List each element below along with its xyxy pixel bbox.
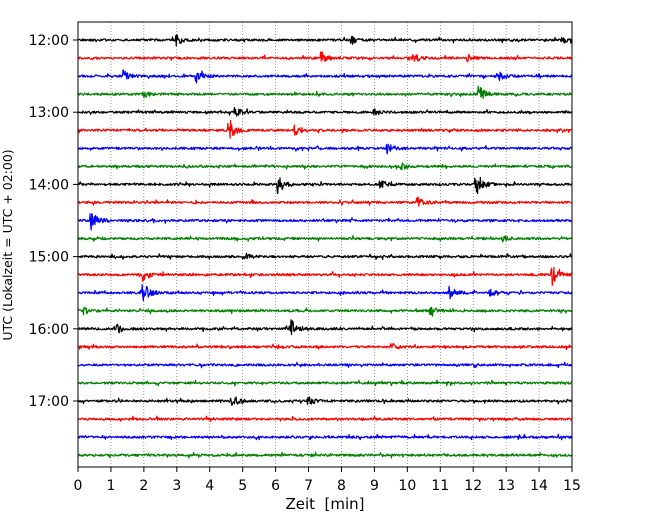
trace-1545 bbox=[77, 306, 573, 317]
trace-1615 bbox=[77, 342, 573, 351]
trace-1330 bbox=[77, 143, 573, 155]
trace-1515 bbox=[77, 266, 573, 287]
trace-1200 bbox=[77, 34, 573, 47]
x-axis-label: Zeit [min] bbox=[285, 495, 364, 513]
x-tick-label: 1 bbox=[106, 478, 115, 494]
trace-group bbox=[77, 34, 573, 459]
trace-1700 bbox=[77, 396, 573, 406]
y-tick-label: 16:00 bbox=[29, 322, 69, 338]
x-tick-label: 9 bbox=[370, 478, 379, 494]
x-tick-label: 14 bbox=[530, 478, 548, 494]
x-tick-label: 4 bbox=[205, 478, 214, 494]
y-tick-label: 13:00 bbox=[29, 105, 69, 121]
plot-frame bbox=[77, 21, 573, 468]
trace-1215 bbox=[77, 51, 573, 63]
y-axis: 12:00 13:00 14:00 15:00 16:00 17:00 bbox=[29, 33, 78, 410]
trace-1600 bbox=[77, 319, 573, 336]
trace-1530 bbox=[77, 284, 573, 302]
grid-lines bbox=[110, 22, 540, 467]
trace-1645 bbox=[77, 379, 573, 387]
x-tick-label: 6 bbox=[271, 478, 280, 494]
x-tick-label: 15 bbox=[563, 478, 581, 494]
trace-1730 bbox=[77, 433, 573, 441]
x-tick-label: 13 bbox=[497, 478, 515, 494]
x-tick-label: 0 bbox=[74, 478, 83, 494]
trace-1315 bbox=[77, 119, 573, 139]
x-tick-label: 11 bbox=[431, 478, 449, 494]
trace-1230 bbox=[77, 69, 573, 84]
trace-1715 bbox=[77, 415, 573, 423]
trace-1415 bbox=[77, 196, 573, 207]
y-tick-label: 17:00 bbox=[29, 394, 69, 410]
y-axis-label: UTC (Lokalzeit = UTC + 02:00) bbox=[0, 149, 15, 340]
x-tick-label: 5 bbox=[238, 478, 247, 494]
trace-1345 bbox=[77, 162, 573, 171]
y-tick-label: 15:00 bbox=[29, 250, 69, 266]
x-tick-label: 7 bbox=[304, 478, 313, 494]
x-axis: 0 1 2 3 4 5 6 7 8 9 10 11 12 13 14 15 bbox=[74, 467, 581, 494]
trace-1745 bbox=[77, 451, 573, 459]
y-tick-label: 14:00 bbox=[29, 177, 69, 193]
trace-1500 bbox=[77, 252, 573, 260]
trace-1245 bbox=[77, 85, 573, 99]
x-tick-label: 2 bbox=[139, 478, 148, 494]
x-tick-label: 10 bbox=[398, 478, 416, 494]
x-tick-label: 8 bbox=[337, 478, 346, 494]
trace-1300 bbox=[77, 106, 573, 117]
x-tick-label: 12 bbox=[464, 478, 482, 494]
trace-1630 bbox=[77, 361, 573, 369]
trace-1445 bbox=[77, 235, 573, 243]
trace-1400 bbox=[77, 176, 573, 195]
y-tick-label: 12:00 bbox=[29, 33, 69, 49]
trace-1430 bbox=[77, 213, 573, 231]
x-tick-label: 3 bbox=[172, 478, 181, 494]
